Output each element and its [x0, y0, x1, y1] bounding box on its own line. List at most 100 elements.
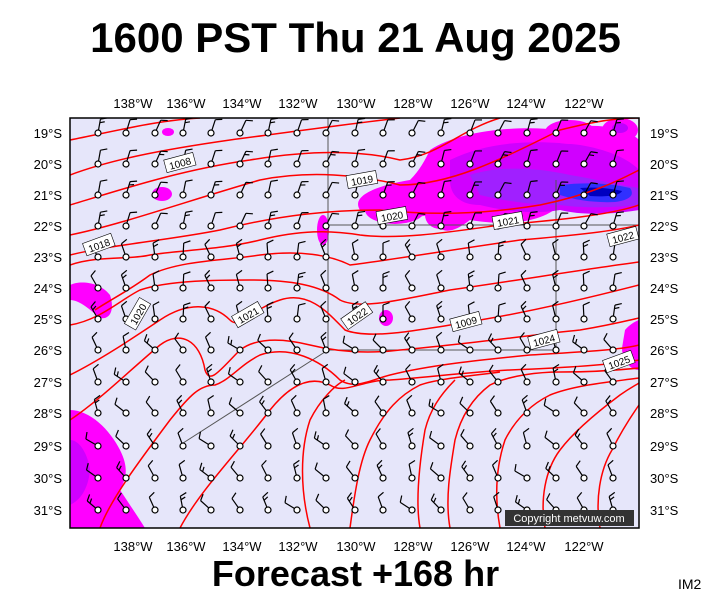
wind-barb: [493, 491, 502, 514]
wind-barb: [174, 332, 187, 354]
wind-barb: [284, 495, 301, 514]
wind-barb: [320, 300, 330, 323]
wind-barb: [552, 238, 560, 261]
wind-barb: [120, 269, 130, 292]
wind-barb: [379, 150, 395, 168]
wind-barb: [375, 428, 387, 450]
lon-label: 136°W: [166, 96, 206, 111]
wind-barb: [315, 493, 330, 514]
wind-barb: [114, 397, 130, 417]
wind-barb: [93, 394, 102, 417]
wind-barb: [206, 363, 215, 386]
wind-barb: [179, 302, 191, 323]
wind-barb: [259, 395, 272, 417]
lon-label: 128°W: [393, 539, 433, 554]
lat-label: 30°S: [650, 471, 679, 486]
wind-barb: [94, 210, 108, 230]
wind-barb: [228, 397, 244, 417]
lat-label: 29°S: [650, 439, 679, 454]
wind-barb: [580, 301, 590, 323]
wind-barb: [236, 181, 253, 199]
wind-barb: [144, 365, 159, 386]
lon-label: 138°W: [113, 539, 153, 554]
lat-label: 31°S: [34, 503, 63, 518]
wind-barb: [345, 460, 359, 482]
wind-barb: [437, 363, 445, 386]
wind-barb: [491, 459, 502, 482]
wind-barb: [291, 427, 301, 450]
wind-barb: [552, 119, 569, 137]
wind-barb: [572, 334, 588, 354]
wind-barb: [200, 493, 215, 514]
wind-barb: [148, 491, 159, 514]
wind-barb: [204, 269, 215, 292]
wind-barb: [113, 367, 130, 386]
wind-barb: [264, 148, 278, 168]
wind-barb: [379, 119, 395, 137]
wind-barb: [461, 460, 474, 482]
wind-barb: [207, 149, 223, 168]
wind-barb: [466, 212, 483, 230]
wind-barb: [399, 495, 416, 514]
wind-barb: [122, 332, 130, 354]
wind-barb: [408, 460, 416, 482]
wind-barb: [293, 118, 309, 137]
lat-label: 27°S: [34, 375, 63, 390]
wind-barb: [90, 301, 102, 323]
wind-barb: [408, 150, 426, 168]
wind-barb: [321, 363, 330, 386]
wind-barb: [544, 430, 560, 450]
wind-barb: [178, 459, 187, 482]
wind-barb: [320, 269, 330, 292]
wind-barb: [293, 459, 301, 482]
wind-barb: [351, 270, 359, 292]
wind-barb: [460, 428, 474, 450]
wind-barb: [94, 179, 108, 199]
wind-barb: [580, 151, 598, 168]
wind-barb: [264, 179, 278, 199]
lat-label: 23°S: [650, 250, 679, 265]
wind-barb: [520, 269, 531, 292]
wind-barb: [94, 118, 108, 137]
wind-barb: [177, 427, 187, 450]
lon-label: 126°W: [450, 539, 490, 554]
wind-barb: [322, 212, 340, 230]
wind-barb: [151, 270, 160, 292]
wind-barb: [290, 394, 301, 417]
wind-barb: [179, 492, 187, 514]
wind-barb: [179, 271, 191, 292]
wind-barb: [523, 149, 538, 168]
wind-barb: [179, 240, 191, 261]
lat-label: 23°S: [34, 250, 63, 265]
wind-barb: [151, 181, 168, 199]
wind-barb: [122, 211, 138, 230]
wind-barb: [603, 332, 617, 354]
wind-barb: [289, 364, 301, 386]
wind-barb: [552, 300, 560, 323]
wind-barb: [523, 118, 538, 137]
wind-barb: [145, 395, 159, 417]
wind-barb: [466, 181, 483, 199]
lat-label: 25°S: [650, 312, 679, 327]
lat-labels-right: 19°S 20°S 21°S 22°S 23°S 24°S 25°S 26°S 27°S 28°S…: [650, 126, 679, 518]
wind-barb: [609, 303, 622, 323]
wind-barb: [92, 363, 102, 386]
lon-label: 122°W: [564, 96, 604, 111]
wind-barb: [458, 366, 474, 386]
wind-barb: [405, 363, 416, 386]
wind-barb: [428, 398, 445, 417]
wind-barb: [437, 179, 452, 199]
wind-barb: [207, 211, 223, 230]
wind-barb: [293, 271, 306, 292]
wind-barb: [86, 494, 102, 514]
wind-barb: [151, 301, 160, 323]
lon-label: 138°W: [113, 96, 153, 111]
lon-label: 130°W: [336, 539, 376, 554]
wind-barb: [379, 270, 390, 292]
wind-barb: [574, 428, 588, 450]
wind-barb: [227, 335, 244, 354]
wind-barb: [552, 269, 560, 292]
isobar-label: 1019: [350, 174, 374, 189]
wind-barb: [379, 239, 390, 261]
